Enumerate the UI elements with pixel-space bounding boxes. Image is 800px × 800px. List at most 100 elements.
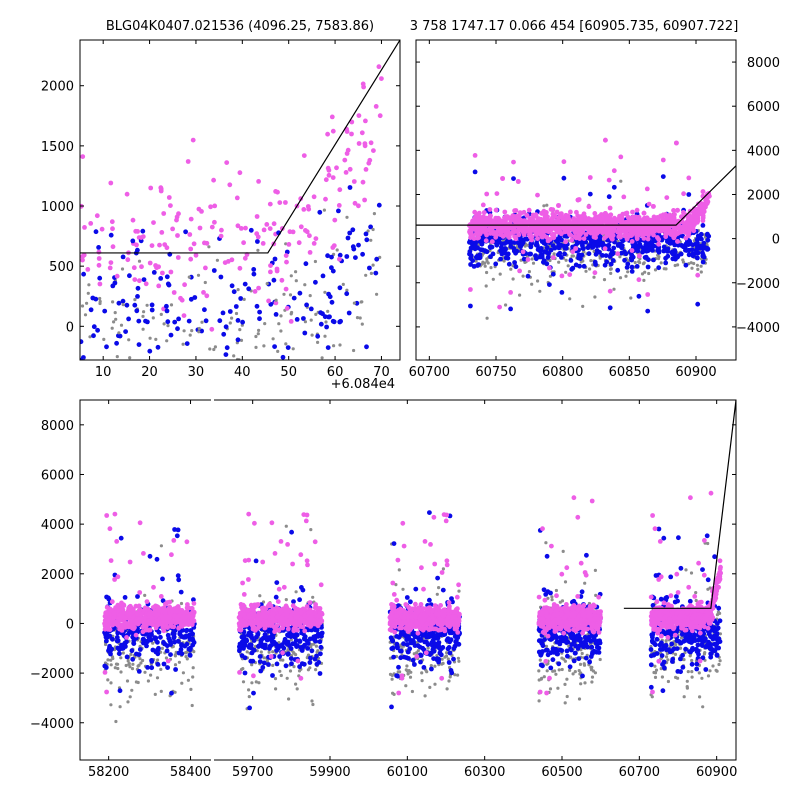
blue-point — [318, 310, 323, 316]
pink-point — [160, 619, 166, 625]
pink-point — [111, 620, 117, 626]
blue-point — [175, 638, 181, 644]
blue-point — [132, 302, 138, 308]
blue-point — [91, 324, 97, 330]
blue-point — [140, 228, 146, 234]
gray-point — [324, 320, 328, 324]
gray-point — [313, 259, 317, 264]
blue-point — [309, 627, 314, 633]
gray-point — [581, 304, 585, 308]
pink-point — [498, 227, 504, 233]
pink-point — [363, 118, 368, 124]
gray-point — [689, 261, 693, 265]
blue-point — [544, 261, 550, 267]
gray-point — [144, 384, 147, 387]
gray-point — [245, 650, 249, 654]
gray-point — [242, 297, 246, 301]
pink-point — [575, 197, 581, 203]
pink-point — [356, 113, 362, 118]
blue-point — [247, 705, 253, 711]
blue-point — [468, 303, 473, 309]
gray-point — [141, 327, 145, 331]
blue-point — [705, 237, 711, 243]
blue-point — [131, 367, 136, 372]
gray-point — [320, 356, 324, 360]
y-tick-label: −2000 — [736, 277, 780, 292]
blue-point — [184, 641, 190, 647]
pink-point — [656, 237, 662, 242]
gray-point — [98, 299, 102, 304]
pink-point — [330, 245, 336, 250]
pink-point — [218, 233, 224, 239]
pink-point — [252, 289, 258, 294]
pink-point — [356, 203, 361, 209]
pink-point — [637, 218, 643, 224]
pink-point — [615, 251, 621, 257]
gray-point — [624, 274, 628, 278]
pink-point — [564, 225, 570, 230]
blue-point — [274, 580, 280, 585]
blue-point — [136, 318, 142, 324]
pink-point — [629, 248, 635, 253]
pink-point — [190, 612, 196, 618]
blue-point — [307, 660, 313, 665]
blue-point — [607, 305, 613, 311]
gray-point — [609, 267, 613, 271]
pink-point — [576, 234, 581, 240]
blue-point — [695, 301, 701, 307]
blue-point — [143, 318, 148, 324]
pink-point — [237, 265, 243, 271]
pink-point — [280, 650, 285, 656]
gray-point — [311, 702, 315, 707]
gray-point — [159, 667, 163, 672]
title-recent-panel: 3 758 1747.17 0.066 454 [60905.735, 6090… — [410, 19, 739, 34]
pink-point — [704, 197, 710, 203]
pink-point — [681, 191, 686, 197]
pink-point — [85, 267, 91, 272]
blue-point — [272, 344, 277, 349]
blue-point — [168, 332, 174, 338]
gray-point — [282, 292, 286, 296]
season-points — [236, 511, 325, 711]
pink-point — [539, 230, 545, 236]
pink-point — [692, 220, 697, 226]
pink-point — [680, 214, 686, 220]
pink-point — [480, 225, 486, 231]
pink-point — [108, 558, 114, 563]
pink-point — [160, 270, 165, 276]
pink-point — [624, 210, 630, 216]
blue-point — [606, 194, 612, 200]
gray-point — [352, 301, 356, 305]
pink-point — [472, 153, 478, 158]
model-line — [416, 165, 736, 226]
blue-point — [251, 690, 256, 696]
blue-point — [317, 671, 323, 676]
blue-point — [135, 294, 140, 299]
pink-point — [475, 230, 480, 236]
blue-point — [275, 643, 281, 649]
pink-point — [544, 234, 550, 240]
pink-point — [674, 140, 679, 146]
blue-point — [587, 191, 593, 197]
pink-point — [175, 233, 180, 238]
gray-point — [352, 348, 356, 353]
gray-point — [294, 590, 298, 594]
blue-point — [594, 241, 600, 247]
gray-point — [322, 208, 326, 212]
blue-point — [170, 631, 176, 637]
blue-point — [338, 318, 343, 324]
pink-point — [201, 290, 206, 295]
pink-point — [132, 625, 137, 630]
pink-point — [212, 203, 218, 209]
pink-point — [572, 234, 578, 240]
blue-point — [255, 239, 260, 244]
pink-point — [148, 185, 154, 191]
pink-point — [127, 559, 133, 565]
blue-point — [651, 257, 656, 263]
pink-point — [494, 191, 500, 197]
blue-point — [493, 261, 499, 267]
pink-point — [153, 608, 159, 614]
pink-point — [644, 186, 650, 192]
blue-point — [137, 647, 143, 652]
